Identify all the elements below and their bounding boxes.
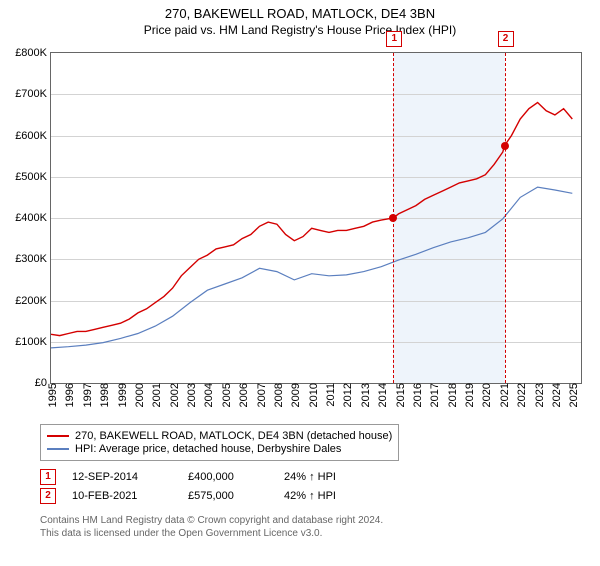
legend-swatch [47, 435, 69, 437]
x-tick-label: 2020 [477, 383, 493, 407]
event-row-marker: 1 [40, 469, 56, 485]
event-price: £400,000 [188, 471, 268, 483]
event-date: 10-FEB-2021 [72, 490, 172, 502]
x-tick-label: 1997 [78, 383, 94, 407]
y-tick-label: £700K [15, 88, 51, 100]
legend: 270, BAKEWELL ROAD, MATLOCK, DE4 3BN (de… [40, 424, 399, 461]
x-tick-label: 1995 [43, 383, 59, 407]
event-date: 12-SEP-2014 [72, 471, 172, 483]
x-tick-label: 2010 [304, 383, 320, 407]
x-tick-label: 2025 [564, 383, 580, 407]
x-tick-label: 2000 [130, 383, 146, 407]
x-tick-label: 2003 [182, 383, 198, 407]
x-tick-label: 1999 [113, 383, 129, 407]
y-tick-label: £200K [15, 295, 51, 307]
event-row: 1 12-SEP-2014 £400,000 24% ↑ HPI [40, 469, 374, 485]
event-price: £575,000 [188, 490, 268, 502]
event-line [505, 53, 506, 383]
y-tick-label: £500K [15, 171, 51, 183]
x-tick-label: 2012 [338, 383, 354, 407]
x-tick-label: 2023 [530, 383, 546, 407]
x-tick-label: 2014 [373, 383, 389, 407]
y-tick-label: £300K [15, 253, 51, 265]
series-price_paid [51, 103, 572, 336]
x-tick-label: 2022 [512, 383, 528, 407]
chart-title: 270, BAKEWELL ROAD, MATLOCK, DE4 3BN [0, 6, 600, 21]
event-pct: 42% ↑ HPI [284, 490, 374, 502]
legend-label: HPI: Average price, detached house, Derb… [75, 443, 341, 455]
x-tick-label: 2024 [547, 383, 563, 407]
x-tick-label: 2017 [425, 383, 441, 407]
y-tick-label: £400K [15, 212, 51, 224]
x-tick-label: 1998 [95, 383, 111, 407]
x-tick-label: 1996 [60, 383, 76, 407]
x-tick-label: 2005 [217, 383, 233, 407]
y-tick-label: £800K [15, 47, 51, 59]
footer-line1: Contains HM Land Registry data © Crown c… [40, 514, 383, 527]
legend-swatch [47, 448, 69, 450]
x-tick-label: 2002 [165, 383, 181, 407]
legend-row: HPI: Average price, detached house, Derb… [47, 443, 392, 455]
events-table: 1 12-SEP-2014 £400,000 24% ↑ HPI 2 10-FEB-202… [40, 466, 374, 507]
x-tick-label: 2011 [321, 383, 337, 407]
event-pct: 24% ↑ HPI [284, 471, 374, 483]
x-tick-label: 2007 [252, 383, 268, 407]
x-tick-label: 2019 [460, 383, 476, 407]
series-hpi [51, 187, 572, 348]
x-tick-label: 2004 [199, 383, 215, 407]
event-marker: 2 [498, 31, 514, 47]
x-tick-label: 2006 [234, 383, 250, 407]
event-point [389, 214, 397, 222]
x-tick-label: 2015 [391, 383, 407, 407]
x-tick-label: 2016 [408, 383, 424, 407]
y-tick-label: £100K [15, 336, 51, 348]
legend-label: 270, BAKEWELL ROAD, MATLOCK, DE4 3BN (de… [75, 430, 392, 442]
chart-plot-area: £0£100K£200K£300K£400K£500K£600K£700K£80… [50, 52, 582, 384]
y-tick-label: £600K [15, 130, 51, 142]
legend-row: 270, BAKEWELL ROAD, MATLOCK, DE4 3BN (de… [47, 430, 392, 442]
x-tick-label: 2001 [147, 383, 163, 407]
x-tick-label: 2008 [269, 383, 285, 407]
event-row-marker: 2 [40, 488, 56, 504]
event-point [501, 142, 509, 150]
x-tick-label: 2013 [356, 383, 372, 407]
x-tick-label: 2009 [286, 383, 302, 407]
footer-attribution: Contains HM Land Registry data © Crown c… [40, 514, 383, 540]
event-marker: 1 [386, 31, 402, 47]
x-tick-label: 2021 [495, 383, 511, 407]
chart-lines [51, 53, 581, 383]
footer-line2: This data is licensed under the Open Gov… [40, 527, 383, 540]
x-tick-label: 2018 [443, 383, 459, 407]
event-row: 2 10-FEB-2021 £575,000 42% ↑ HPI [40, 488, 374, 504]
